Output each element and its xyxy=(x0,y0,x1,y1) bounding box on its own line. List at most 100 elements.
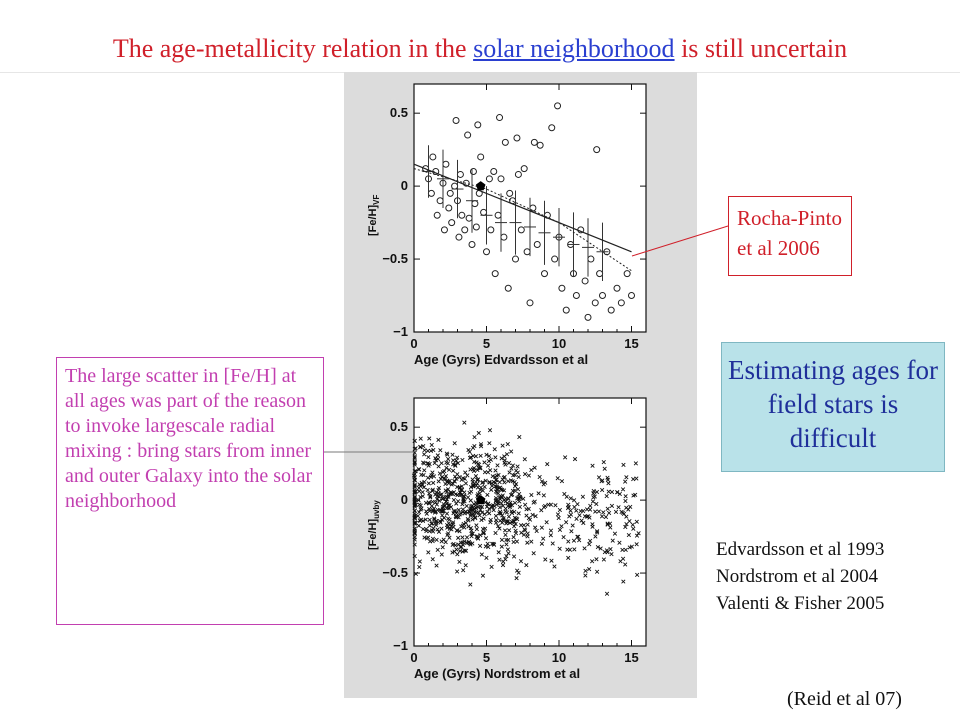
data-point xyxy=(476,430,481,436)
data-point xyxy=(451,520,456,525)
data-point xyxy=(489,487,494,492)
data-point xyxy=(426,550,431,555)
data-point xyxy=(433,522,439,527)
data-point xyxy=(443,499,449,504)
y-axis-label-subscript: VF xyxy=(372,194,381,204)
solar-neighborhood-link[interactable]: solar neighborhood xyxy=(473,34,675,63)
data-point xyxy=(537,474,542,480)
data-point xyxy=(459,487,465,493)
data-point xyxy=(623,479,628,484)
figure-credit: (Reid et al 07) xyxy=(787,688,902,710)
data-point xyxy=(621,579,626,584)
data-point xyxy=(446,481,451,486)
data-point xyxy=(480,510,485,515)
data-point xyxy=(534,528,539,534)
data-point xyxy=(507,470,512,475)
data-point xyxy=(555,476,560,481)
data-point xyxy=(634,542,639,547)
data-point xyxy=(469,528,474,533)
data-point xyxy=(430,488,435,494)
data-point xyxy=(522,471,528,477)
data-point xyxy=(523,502,528,507)
data-point xyxy=(601,510,606,515)
data-point xyxy=(495,524,501,529)
data-point xyxy=(412,454,417,459)
title-text-after: is still uncertain xyxy=(674,34,848,63)
data-point xyxy=(483,544,488,549)
data-point xyxy=(422,468,427,473)
data-point xyxy=(504,510,510,515)
data-point xyxy=(572,292,580,300)
data-point xyxy=(430,499,435,504)
data-point xyxy=(433,500,438,505)
fit-curve-dotted xyxy=(413,168,632,272)
data-point xyxy=(493,513,499,518)
data-point xyxy=(426,481,431,486)
estimating-ages-callout: Estimating ages for field stars is diffi… xyxy=(721,342,945,472)
data-point xyxy=(446,493,451,498)
data-point xyxy=(474,506,479,511)
data-point xyxy=(591,299,599,307)
data-point xyxy=(439,539,444,544)
data-point xyxy=(627,545,632,550)
data-point xyxy=(623,524,628,530)
data-point xyxy=(512,484,518,489)
data-point xyxy=(446,456,451,462)
data-point xyxy=(432,516,437,521)
data-point xyxy=(430,487,435,492)
data-point xyxy=(418,494,423,500)
data-point xyxy=(487,511,492,516)
data-point xyxy=(432,510,438,515)
data-point xyxy=(412,531,417,536)
data-point xyxy=(436,437,441,443)
data-point xyxy=(526,506,531,512)
data-point xyxy=(517,504,522,510)
data-point xyxy=(480,480,486,485)
data-point xyxy=(498,511,503,516)
data-point xyxy=(624,522,629,527)
data-point xyxy=(462,499,467,504)
data-point xyxy=(412,526,417,531)
data-point xyxy=(488,468,493,473)
data-point xyxy=(514,539,520,544)
data-point xyxy=(413,468,418,474)
data-point xyxy=(438,492,443,498)
data-point xyxy=(570,523,575,528)
data-point xyxy=(453,463,458,468)
data-point xyxy=(460,549,465,554)
data-point xyxy=(421,461,427,466)
data-point xyxy=(459,484,465,489)
x-tick-label: 0 xyxy=(410,650,417,665)
data-point xyxy=(521,496,526,501)
data-point xyxy=(530,138,538,146)
data-point xyxy=(514,576,519,581)
data-point xyxy=(604,493,609,499)
data-point xyxy=(615,489,620,495)
data-point xyxy=(548,533,553,538)
data-point xyxy=(487,441,492,446)
data-point xyxy=(506,479,511,484)
x-tick-label: 15 xyxy=(624,650,638,665)
data-point xyxy=(621,462,626,467)
data-point xyxy=(545,461,550,467)
data-point xyxy=(610,538,615,543)
data-point xyxy=(497,485,502,491)
data-point xyxy=(481,516,486,521)
data-point xyxy=(453,492,458,497)
data-point xyxy=(620,556,626,561)
data-point xyxy=(474,121,482,129)
data-point xyxy=(493,484,498,489)
data-point xyxy=(467,490,472,495)
data-point xyxy=(567,514,572,519)
data-point xyxy=(599,514,605,519)
data-point xyxy=(440,469,446,475)
data-point xyxy=(477,543,483,548)
data-point xyxy=(412,553,417,559)
data-point xyxy=(446,189,454,197)
data-point xyxy=(422,452,427,457)
data-point xyxy=(604,591,610,596)
data-point xyxy=(503,496,508,501)
data-point xyxy=(501,475,506,480)
x-tick-label: 10 xyxy=(552,336,566,351)
data-point xyxy=(450,452,455,457)
